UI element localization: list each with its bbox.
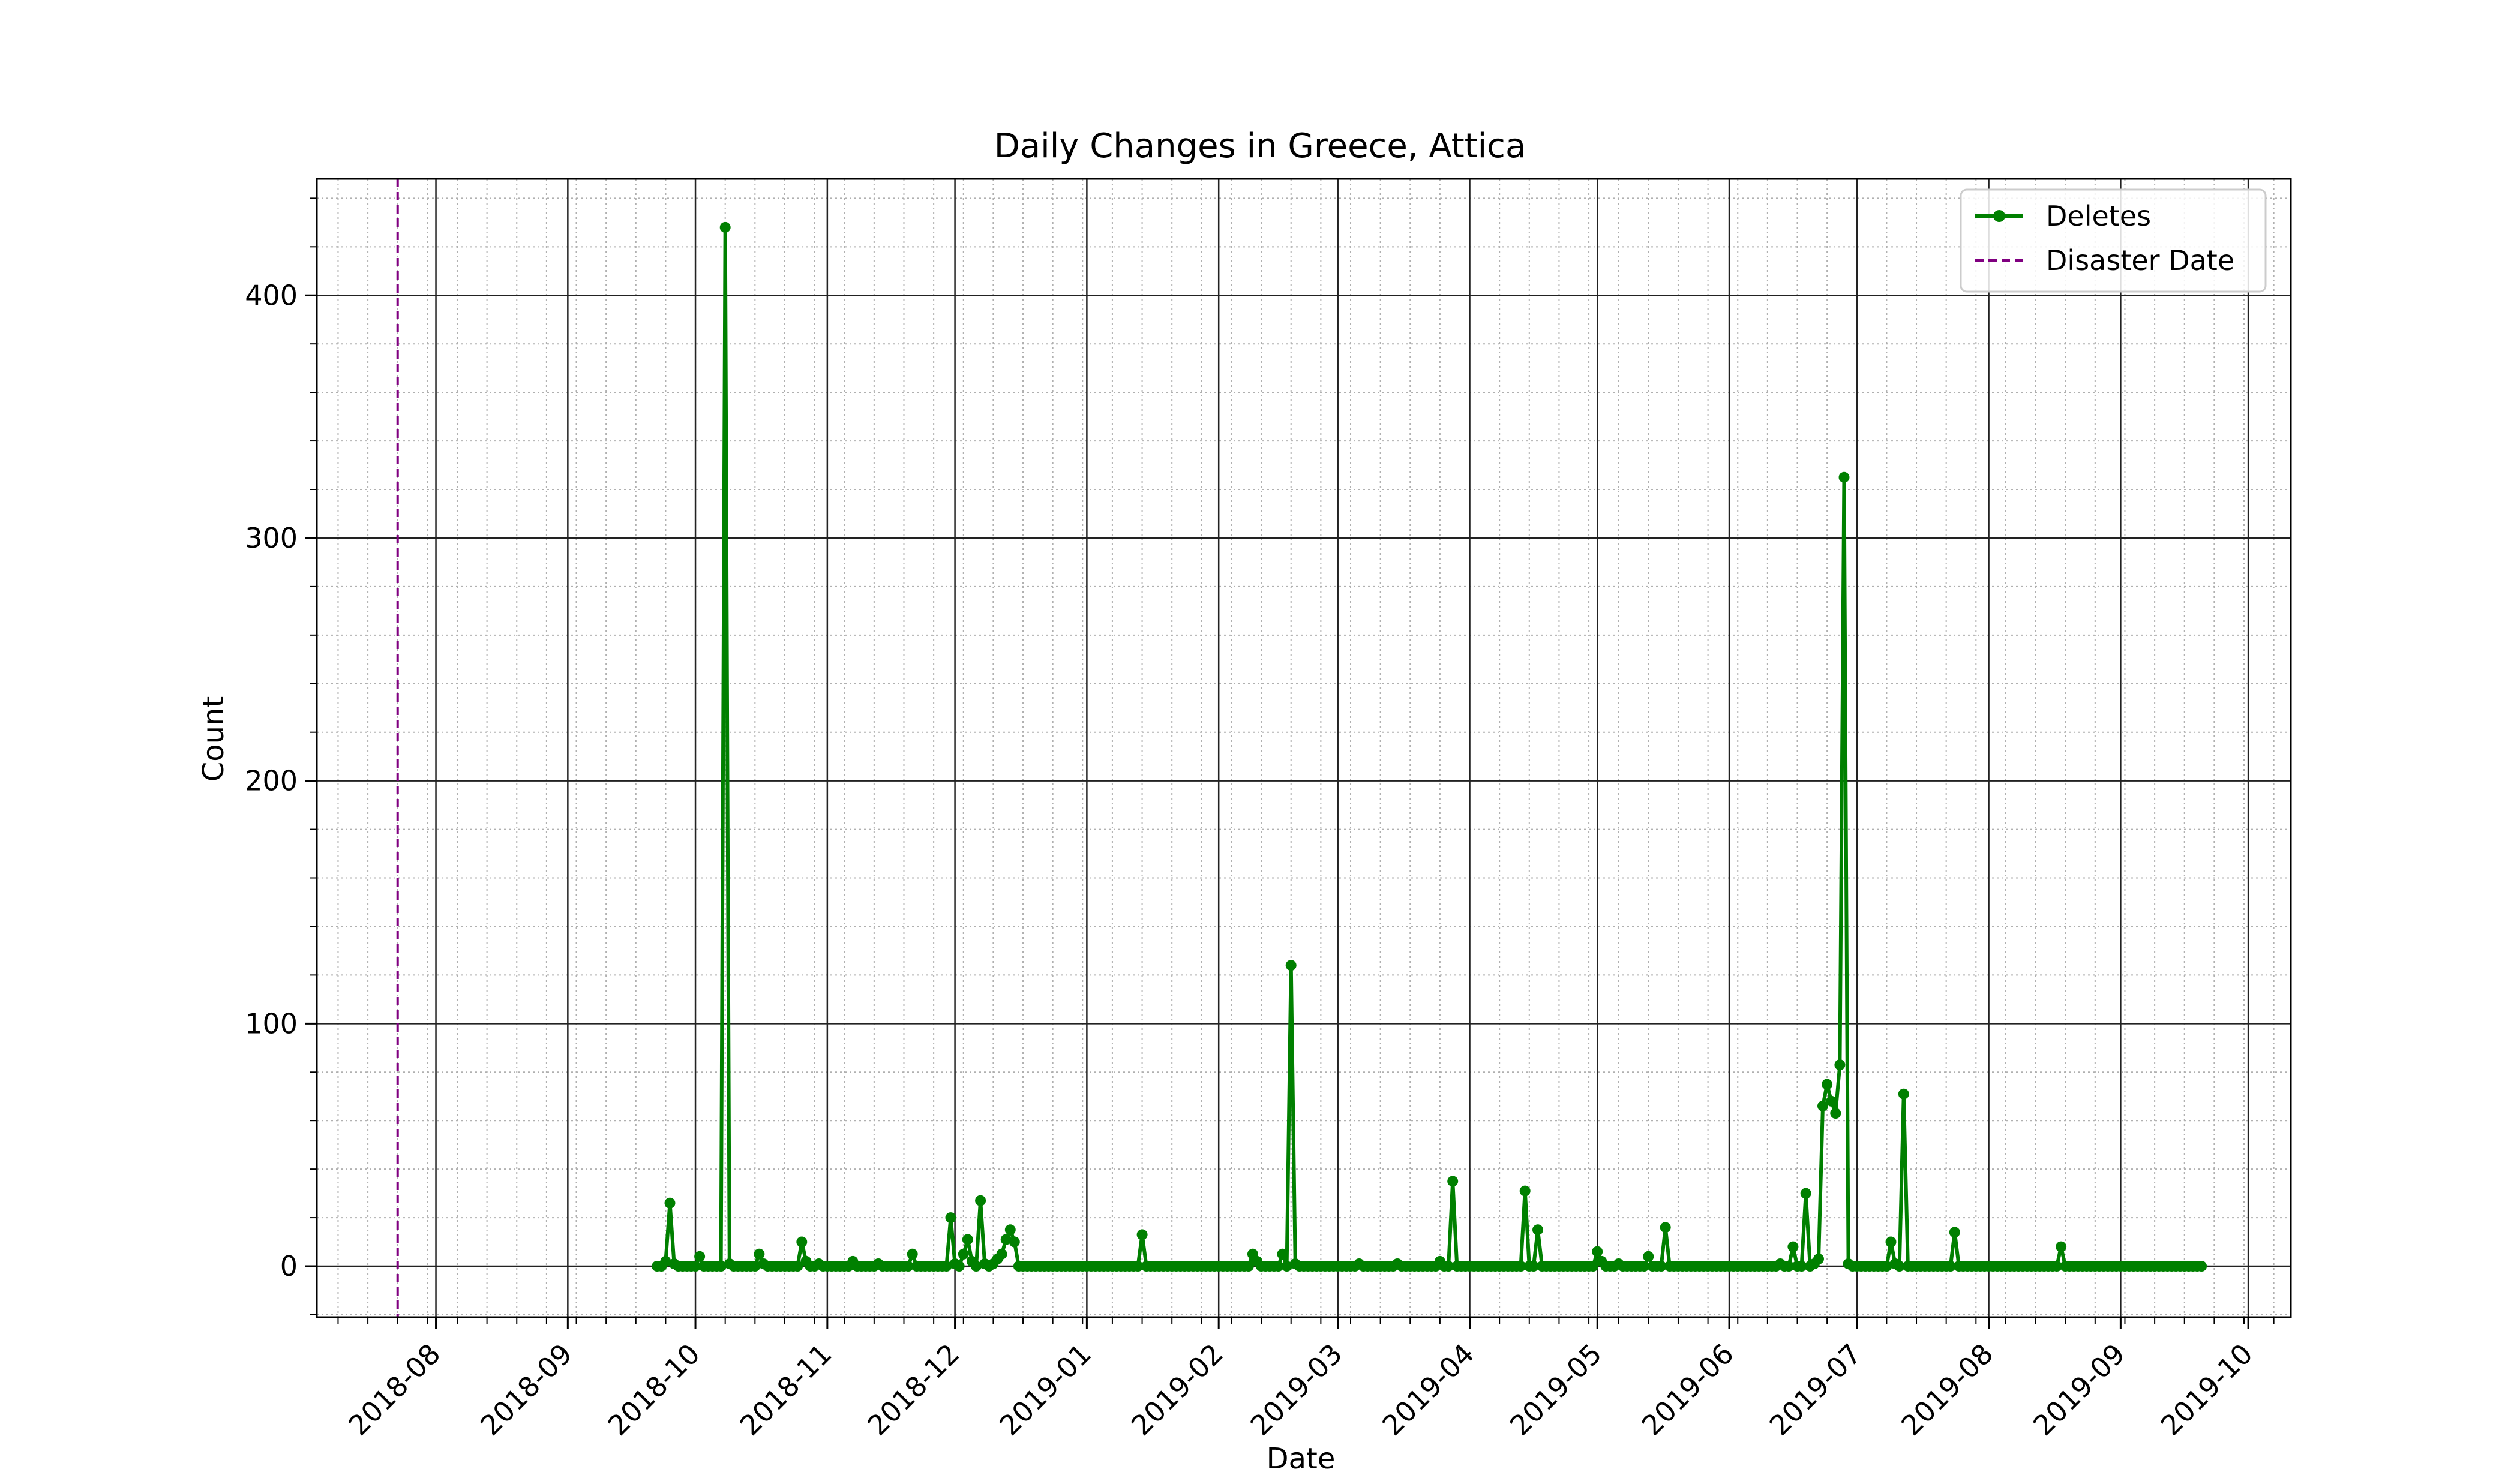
y-tick-label: 100: [245, 1007, 298, 1040]
series-layer: [652, 221, 2207, 1272]
data-point: [1277, 1248, 1288, 1260]
y-tick-label: 400: [245, 279, 298, 311]
data-point: [1004, 1224, 1016, 1236]
data-point: [958, 1248, 969, 1260]
data-point: [953, 1261, 965, 1272]
data-point: [1949, 1227, 1960, 1238]
data-point: [1838, 471, 1850, 483]
data-point: [1898, 1088, 1909, 1100]
y-tick-label: 0: [280, 1250, 298, 1282]
data-point: [996, 1248, 1007, 1260]
data-point: [1817, 1100, 1828, 1111]
data-point: [1660, 1222, 1671, 1233]
data-point: [1443, 1261, 1454, 1272]
plot-frame: [316, 178, 2292, 1318]
data-point: [907, 1248, 918, 1260]
data-point: [1528, 1261, 1539, 1272]
data-point: [1447, 1176, 1459, 1187]
legend-disaster-label: Disaster Date: [2046, 244, 2234, 277]
y-tick-label: 300: [245, 522, 298, 554]
data-point: [796, 1236, 808, 1248]
data-point: [1830, 1108, 1841, 1119]
data-point: [1881, 1261, 1892, 1272]
data-point: [1643, 1251, 1654, 1262]
data-point: [1800, 1188, 1811, 1199]
data-point: [975, 1195, 986, 1206]
data-point: [2051, 1261, 2062, 1272]
data-point: [754, 1248, 765, 1260]
x-axis-label: Date: [1267, 1442, 1336, 1470]
legend-deletes-label: Deletes: [2046, 200, 2151, 232]
legend-deletes-marker: [1993, 210, 2005, 222]
data-point: [1588, 1261, 1599, 1272]
data-point: [1885, 1236, 1897, 1248]
chart-title: Daily Changes in Greece, Attica: [994, 127, 1526, 166]
data-point: [1945, 1261, 1956, 1272]
data-point: [1787, 1241, 1799, 1252]
data-point: [971, 1261, 982, 1272]
data-point: [941, 1261, 952, 1272]
data-point: [2056, 1241, 2067, 1252]
grid-layer: [317, 179, 2291, 1317]
data-point: [792, 1261, 803, 1272]
data-point: [1515, 1261, 1526, 1272]
data-point: [1826, 1095, 1837, 1107]
data-point: [1285, 960, 1297, 971]
data-point: [715, 1261, 727, 1272]
data-point: [1243, 1261, 1254, 1272]
data-point: [1796, 1261, 1807, 1272]
data-point: [1009, 1236, 1020, 1248]
data-point: [1813, 1253, 1824, 1264]
data-point: [1834, 1059, 1846, 1071]
data-point: [1894, 1261, 1905, 1272]
data-point: [690, 1261, 701, 1272]
data-point: [1281, 1261, 1292, 1272]
data-point: [962, 1234, 973, 1245]
data-point: [749, 1261, 761, 1272]
data-point: [902, 1261, 914, 1272]
data-point: [664, 1197, 676, 1209]
data-point: [694, 1251, 706, 1262]
data-point: [1592, 1246, 1603, 1257]
data-point: [1655, 1261, 1667, 1272]
data-point: [1000, 1234, 1012, 1245]
data-point: [1132, 1261, 1144, 1272]
data-point: [1136, 1229, 1148, 1240]
data-point: [719, 221, 731, 233]
data-point: [1519, 1185, 1531, 1197]
data-point: [1783, 1261, 1795, 1272]
data-point: [945, 1212, 956, 1224]
y-axis-label: Count: [197, 696, 230, 782]
data-point: [660, 1255, 671, 1267]
data-point: [1273, 1261, 1284, 1272]
legend-box: [1960, 188, 2267, 293]
y-tick-label: 200: [245, 765, 298, 797]
data-point: [2196, 1261, 2207, 1272]
data-point: [1639, 1261, 1650, 1272]
data-point: [1822, 1079, 1833, 1090]
data-point: [1532, 1224, 1543, 1236]
legend: Deletes Disaster Date: [1960, 188, 2267, 293]
